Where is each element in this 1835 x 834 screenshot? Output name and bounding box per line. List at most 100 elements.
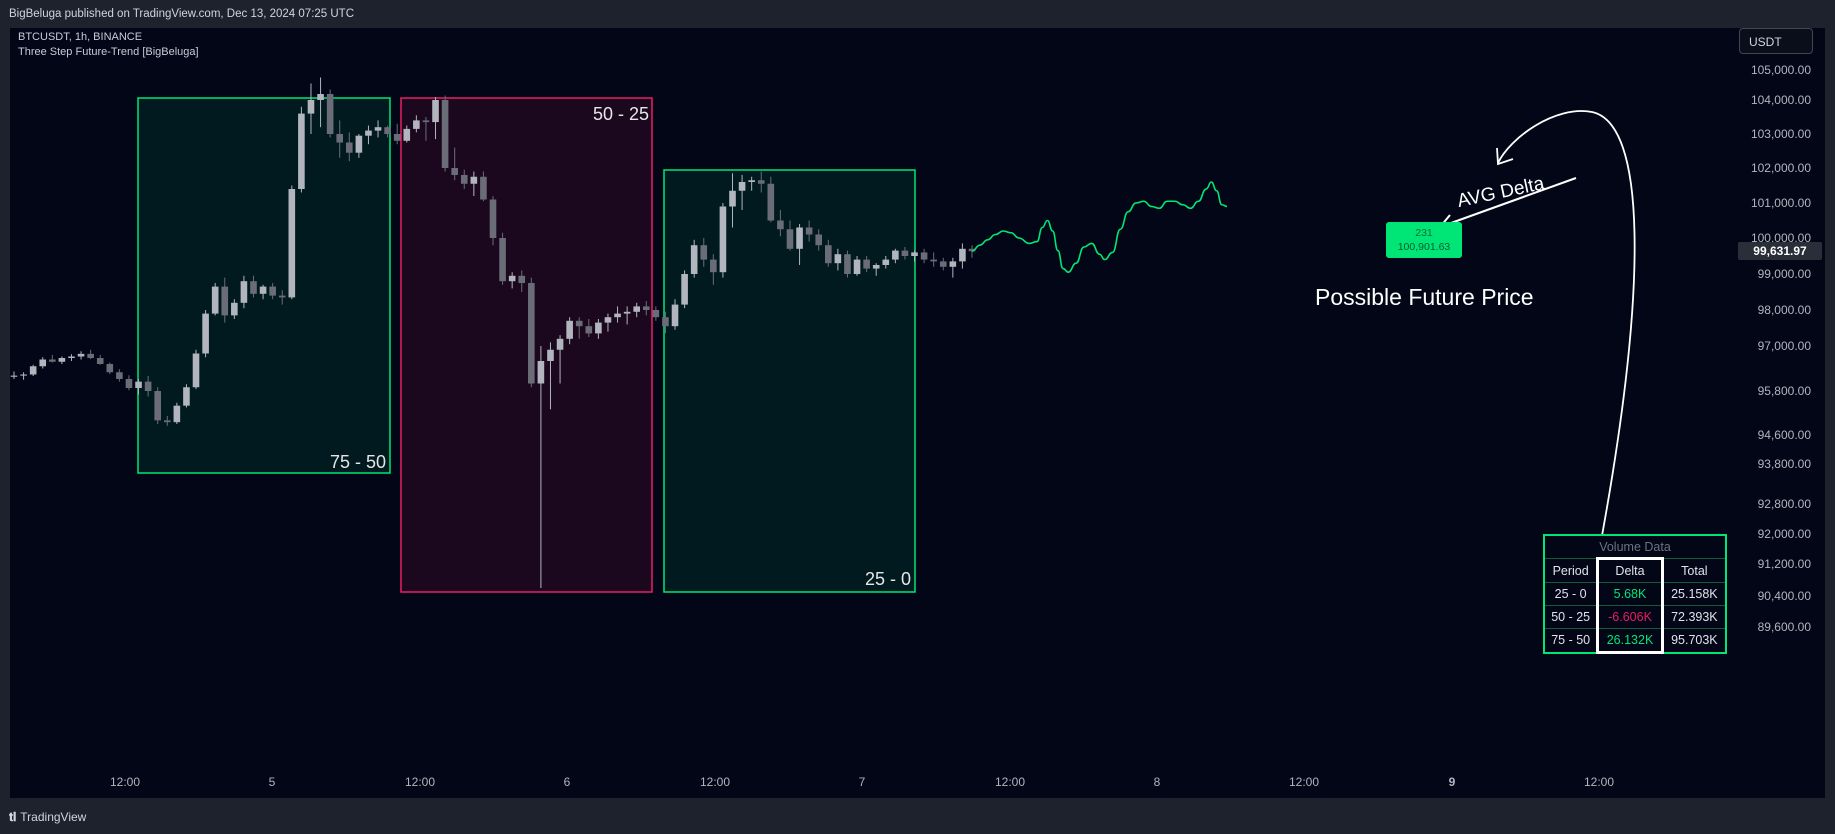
future-price-value: 100,901.63: [1397, 241, 1451, 253]
price-tick-label: 90,400.00: [1757, 589, 1811, 603]
time-tick-label: 5: [268, 775, 276, 789]
price-tick-label: 92,000.00: [1757, 527, 1811, 541]
candle: [96, 355, 104, 365]
price-tick-label: 91,200.00: [1757, 557, 1811, 571]
candle: [393, 123, 401, 145]
candle: [298, 106, 305, 193]
candle: [748, 176, 755, 191]
candle: [135, 379, 142, 395]
candle: [125, 375, 133, 391]
candle: [163, 415, 171, 426]
candle: [211, 283, 219, 316]
candle: [68, 354, 75, 361]
period-label-50-25: 50 - 25: [593, 104, 650, 124]
candle: [767, 176, 775, 223]
candle: [259, 284, 267, 300]
candle: [729, 173, 736, 228]
arrow-head-icon: [1496, 147, 1514, 166]
candle: [432, 97, 439, 140]
candle: [451, 147, 458, 181]
price-tick-label: 105,000.00: [1750, 63, 1811, 77]
forecast-line: [971, 181, 1228, 274]
candle: [566, 317, 573, 345]
candle: [959, 243, 966, 269]
symbol-legend[interactable]: BTCUSDT, 1h, BINANCE: [18, 31, 143, 43]
time-tick-label: 6: [563, 775, 571, 789]
candle: [307, 83, 315, 134]
candle: [460, 169, 468, 189]
brand-name: TradingView: [20, 810, 87, 824]
period-cell: 75 - 50: [1543, 628, 1599, 653]
candle: [863, 256, 870, 273]
period-cell: 50 - 25: [1543, 605, 1599, 629]
tradingview-logo-icon: 𝐭𝐥: [9, 810, 17, 824]
total-cell: 72.393K: [1661, 605, 1727, 629]
total-cell: 95.703K: [1661, 628, 1727, 653]
candle: [623, 306, 631, 325]
time-tick-label: 9: [1448, 775, 1456, 789]
candle: [87, 349, 94, 360]
candle: [144, 376, 152, 397]
candle: [642, 301, 650, 316]
candle: [374, 120, 382, 138]
candle: [77, 351, 85, 360]
candle: [662, 311, 669, 334]
price-tick-label: 103,000.00: [1750, 127, 1811, 141]
delta-callout-curve: [1497, 110, 1636, 553]
time-tick-label: 12:00: [404, 775, 436, 789]
price-tick-label: 93,800.00: [1757, 457, 1811, 471]
candle: [480, 171, 487, 202]
period-label-75-50: 75 - 50: [330, 452, 387, 472]
candle: [154, 387, 161, 424]
candle: [116, 369, 123, 382]
last-price-tag: 99,631.97: [1738, 242, 1822, 261]
candle: [681, 270, 688, 309]
delta-cell: -6.606K: [1596, 605, 1664, 629]
candle: [384, 125, 391, 138]
candle: [537, 346, 545, 588]
time-tick-label: 12:00: [1288, 775, 1320, 789]
period-cell: 25 - 0: [1543, 582, 1599, 606]
candle: [221, 277, 229, 323]
price-tick-label: 100,000.00: [1750, 231, 1811, 245]
candle: [470, 171, 478, 196]
candle: [173, 402, 181, 424]
chart-pane[interactable]: BTCUSDT, 1h, BINANCE Three Step Future-T…: [10, 28, 1825, 798]
tradingview-logo[interactable]: 𝐭𝐥 TradingView: [9, 810, 86, 825]
publish-bar: BigBeluga published on TradingView.com, …: [0, 0, 1835, 28]
candle: [202, 310, 209, 358]
candle: [614, 306, 621, 323]
price-tick-label: 94,600.00: [1757, 428, 1811, 442]
candle: [796, 224, 803, 265]
candle: [29, 364, 37, 376]
volume-data-table: Volume Data Period Delta Total 25 - 0 5.…: [1543, 534, 1727, 654]
currency-button[interactable]: USDT: [1739, 28, 1813, 54]
candle: [250, 275, 257, 298]
candle: [633, 302, 640, 318]
candle: [834, 248, 842, 271]
candle: [825, 239, 832, 267]
candle: [183, 384, 190, 408]
candle: [556, 335, 564, 384]
candle: [786, 220, 794, 251]
volume-table-title: Volume Data: [1543, 534, 1727, 559]
price-chart[interactable]: [10, 28, 1825, 798]
table-row: 50 - 25 -6.606K 72.393K: [1543, 605, 1727, 629]
future-price-tag: 231 100,901.63: [1386, 222, 1462, 258]
candle: [10, 371, 18, 379]
candle: [738, 175, 746, 210]
candle: [489, 196, 497, 246]
candle: [106, 362, 114, 375]
price-tick-label: 101,000.00: [1750, 196, 1811, 210]
indicator-legend[interactable]: Three Step Future-Trend [BigBeluga]: [18, 46, 199, 58]
candle: [49, 355, 56, 363]
period-box: [400, 97, 653, 593]
candle: [757, 171, 765, 193]
candle: [930, 252, 937, 267]
col-header-total: Total: [1661, 558, 1727, 583]
avg-delta-arrow: [1439, 177, 1577, 228]
candle: [528, 277, 535, 388]
candle: [39, 357, 47, 369]
col-header-delta: Delta: [1596, 557, 1664, 583]
time-tick-label: 8: [1153, 775, 1161, 789]
